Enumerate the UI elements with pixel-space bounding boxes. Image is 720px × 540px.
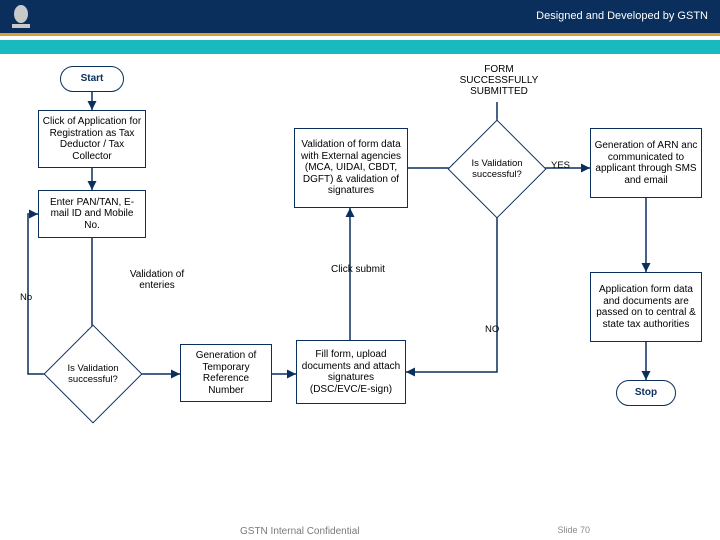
footer-confidential: GSTN Internal Confidential bbox=[240, 526, 360, 537]
node-click_app: Click of Application for Registration as… bbox=[38, 110, 146, 168]
node-enter_pan: Enter PAN/TAN, E-mail ID and Mobile No. bbox=[38, 190, 146, 238]
node-gen_arn: Generation of ARN anc communicated to ap… bbox=[590, 128, 702, 198]
gold-strip bbox=[0, 33, 720, 36]
emblem-icon bbox=[6, 2, 36, 32]
node-click_submit: Click submit bbox=[318, 264, 398, 280]
node-pass_to_auth: Application form data and documents are … bbox=[590, 272, 702, 342]
edge-diamond1-enter_pan bbox=[28, 214, 57, 374]
node-fill_form: Fill form, upload documents and attach s… bbox=[296, 340, 406, 404]
flowchart-canvas: Start Click of Application for Registrati… bbox=[0, 54, 720, 518]
edge-label-diamond2-gen_arn: YES bbox=[551, 160, 570, 171]
tealbar bbox=[0, 40, 720, 54]
node-label: Is Validation successful? bbox=[58, 339, 128, 409]
footer-slide: Slide 70 bbox=[557, 525, 590, 535]
node-diamond2: Is Validation successful? bbox=[462, 134, 532, 204]
node-stop: Stop bbox=[616, 380, 676, 406]
topbar: Designed and Developed by GSTN bbox=[0, 0, 720, 36]
node-val_entries: Validation of enteries bbox=[112, 269, 202, 297]
node-diamond1: Is Validation successful? bbox=[58, 339, 128, 409]
node-start: Start bbox=[60, 66, 124, 92]
node-gen_trn: Generation of Temporary Reference Number bbox=[180, 344, 272, 402]
edge-label-diamond1-enter_pan: No bbox=[20, 292, 32, 303]
node-form_submitted: FORM SUCCESSFULLY SUBMITTED bbox=[454, 64, 544, 104]
edge-label-diamond2-fill_form: NO bbox=[485, 324, 499, 335]
footer: GSTN Internal Confidential Slide 70 bbox=[0, 520, 720, 540]
node-validate_ext: Validation of form data with External ag… bbox=[294, 128, 408, 208]
header-credit: Designed and Developed by GSTN bbox=[536, 10, 708, 22]
node-label: Is Validation successful? bbox=[462, 134, 532, 204]
edge-diamond2-fill_form bbox=[406, 205, 497, 372]
